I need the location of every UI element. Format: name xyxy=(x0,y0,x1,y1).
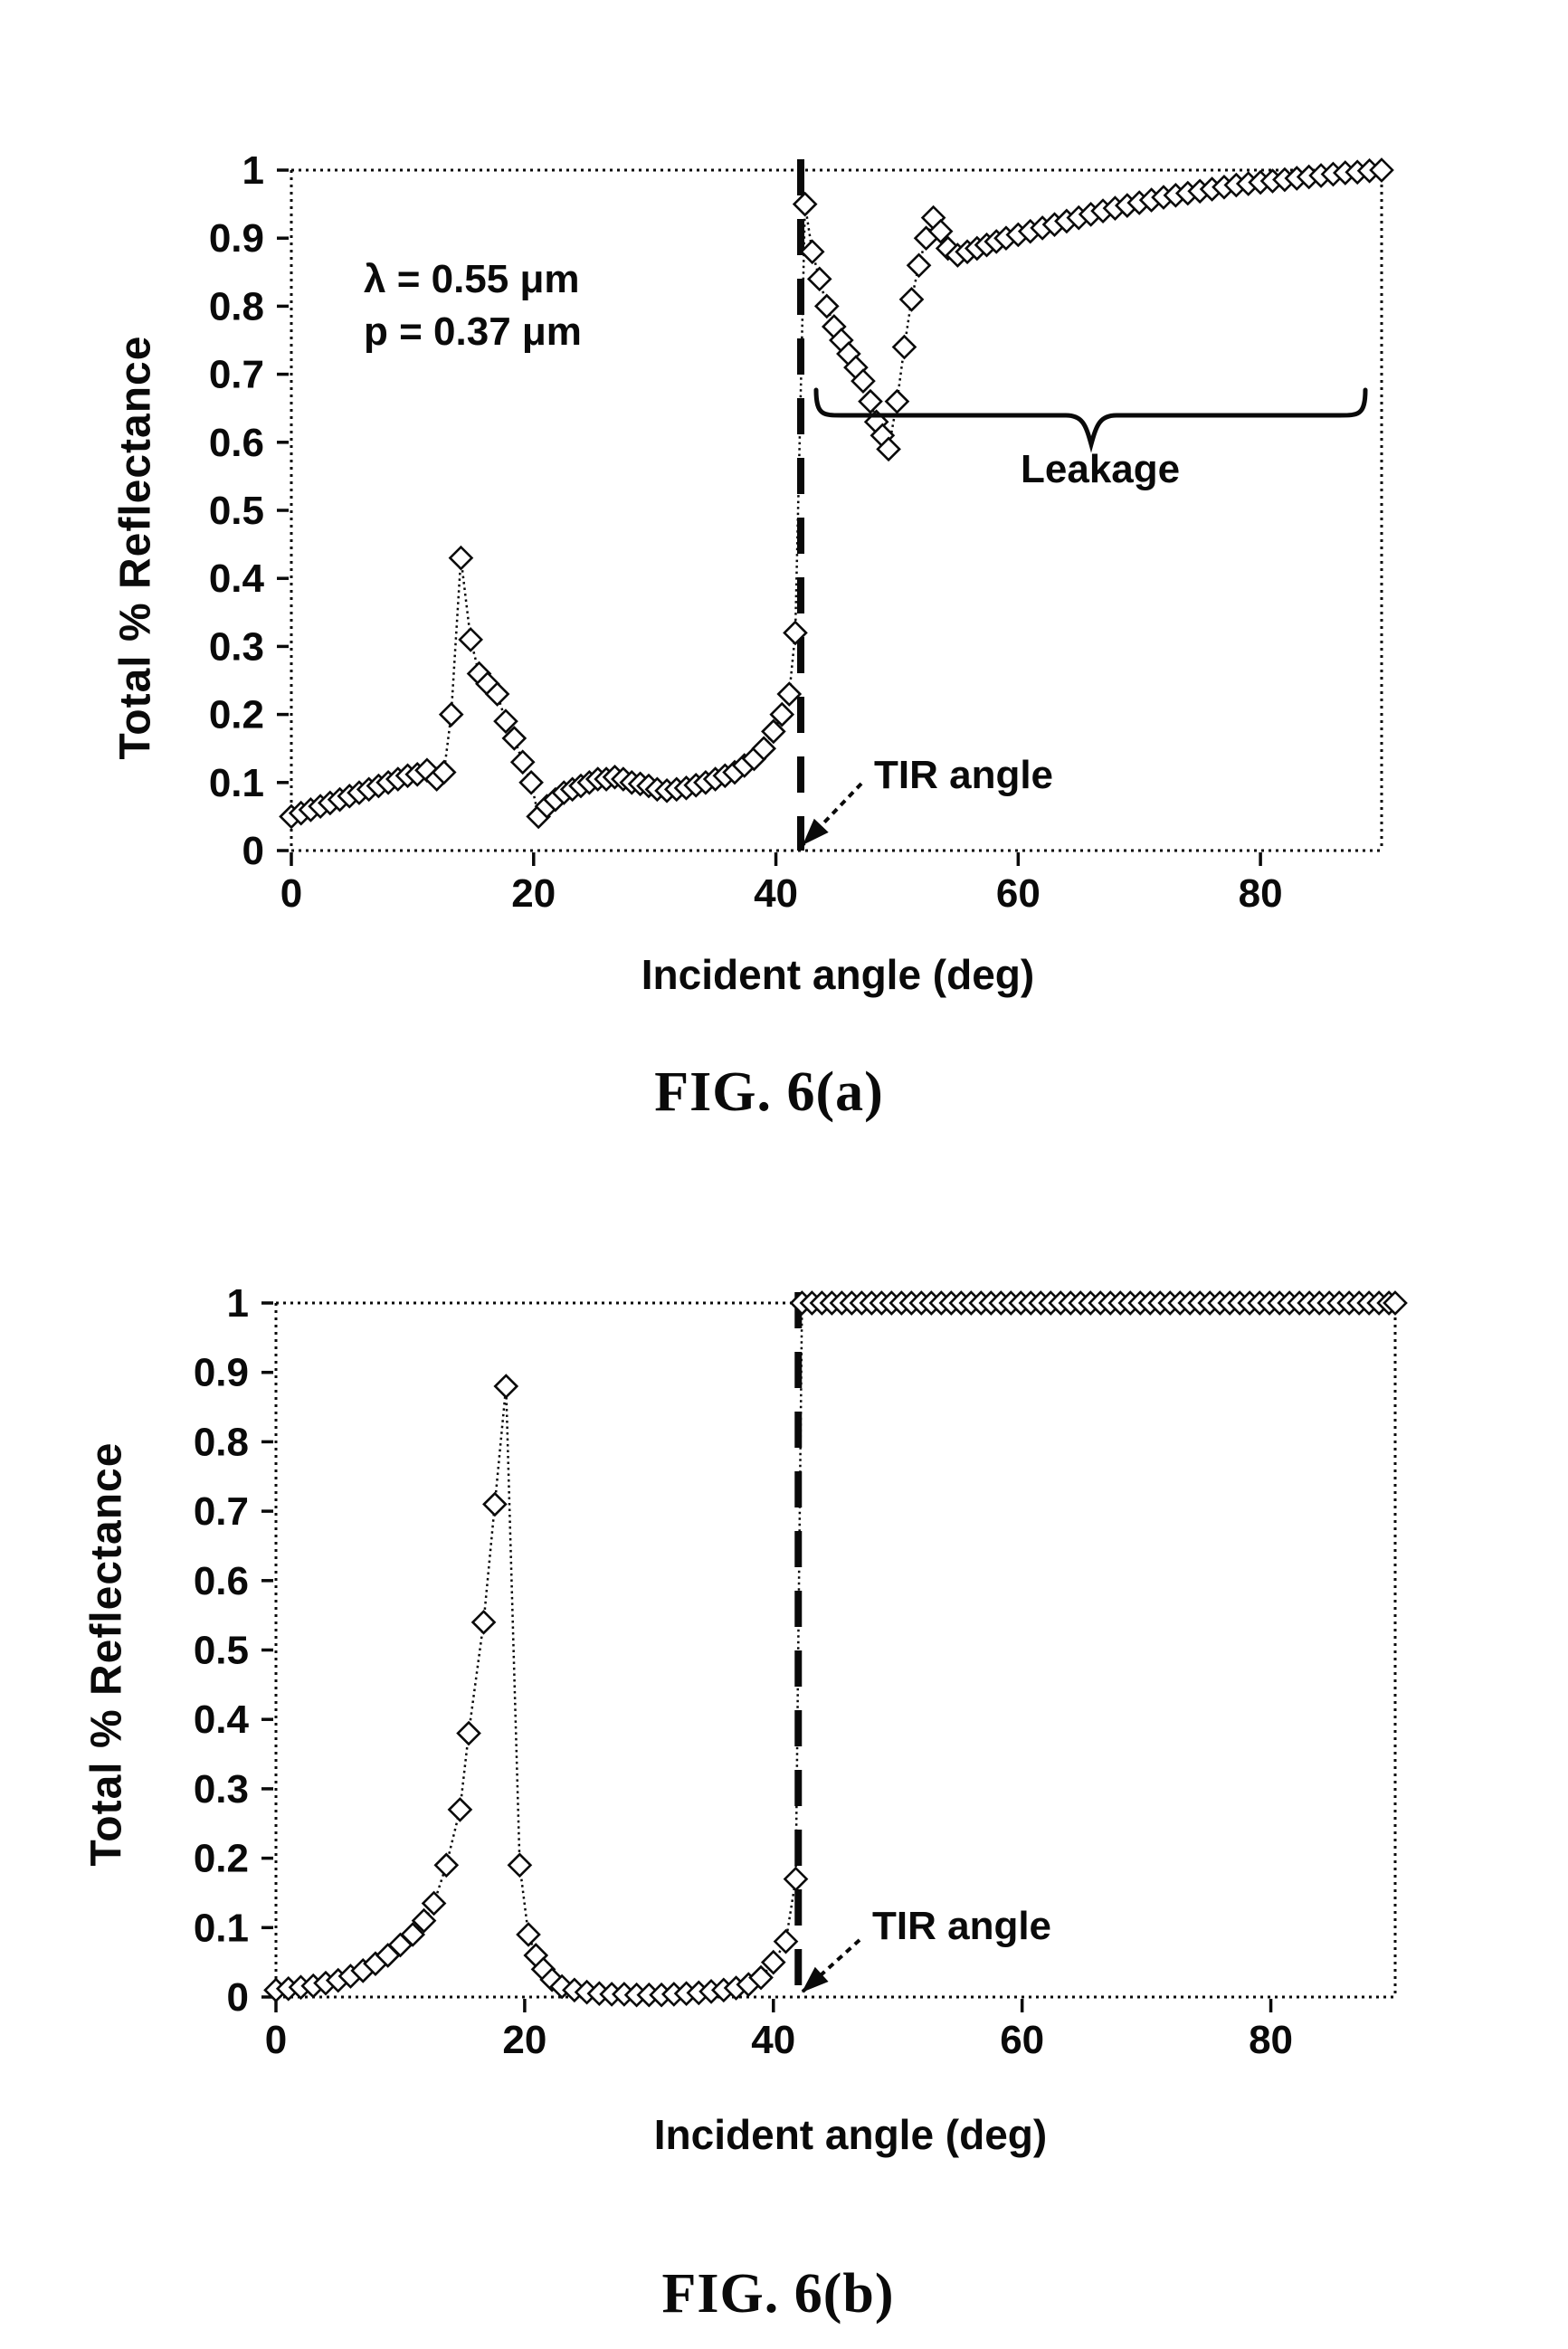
chart-6a: 0 0.1 0.2 0.3 0.4 0.5 0.6 0.7 0.8 0.9 1 0 20 40 60 80 xyxy=(209,148,1394,916)
svg-text:80: 80 xyxy=(1239,871,1283,916)
svg-text:0.9: 0.9 xyxy=(194,1351,249,1395)
fig6b-caption: FIG. 6(b) xyxy=(661,2263,895,2325)
svg-text:60: 60 xyxy=(1000,2018,1044,2062)
plot-frame xyxy=(274,1301,1397,1999)
reflectance-markers xyxy=(263,1290,1408,2008)
svg-text:40: 40 xyxy=(751,2018,795,2062)
fig6b-tir-angle-label: TIR angle xyxy=(872,1904,1052,1948)
svg-text:0.1: 0.1 xyxy=(194,1906,249,1950)
svg-text:40: 40 xyxy=(754,871,798,916)
svg-text:0.5: 0.5 xyxy=(194,1629,249,1673)
reflectance-line xyxy=(275,1301,1395,1996)
svg-text:20: 20 xyxy=(511,871,556,916)
svg-text:1: 1 xyxy=(227,1281,249,1326)
tir-arrow-head xyxy=(803,818,829,845)
reflectance-markers xyxy=(279,157,1394,830)
fig6a-caption: FIG. 6(a) xyxy=(654,1061,884,1123)
svg-text:0.5: 0.5 xyxy=(209,489,264,533)
fig6a-lambda-annotation: λ = 0.55 μm xyxy=(364,257,580,301)
fig6b-x-axis-title: Incident angle (deg) xyxy=(653,2111,1048,2158)
svg-text:80: 80 xyxy=(1249,2018,1293,2062)
svg-text:0.3: 0.3 xyxy=(209,624,264,669)
svg-text:0: 0 xyxy=(265,2018,287,2062)
svg-text:0.6: 0.6 xyxy=(209,421,264,465)
svg-text:0.7: 0.7 xyxy=(194,1489,249,1534)
svg-text:0.9: 0.9 xyxy=(209,216,264,261)
fig6a-leakage-label: Leakage xyxy=(1021,447,1181,491)
leakage-brace xyxy=(813,387,1368,453)
fig6a-x-axis-title: Incident angle (deg) xyxy=(641,951,1035,998)
svg-text:0.1: 0.1 xyxy=(209,761,264,805)
fig6a-y-axis-title: Total % Reflectance xyxy=(111,335,160,760)
axis-ticks xyxy=(261,1301,1273,2012)
fig6b-y-axis-title: Total % Reflectance xyxy=(82,1441,131,1867)
svg-text:0.4: 0.4 xyxy=(209,556,265,601)
svg-text:0.2: 0.2 xyxy=(209,693,264,737)
plot-frame xyxy=(290,168,1383,852)
svg-text:0.8: 0.8 xyxy=(209,284,264,328)
svg-text:0.8: 0.8 xyxy=(194,1420,249,1464)
svg-text:1: 1 xyxy=(242,148,264,193)
svg-text:0.4: 0.4 xyxy=(194,1698,250,1742)
tick-labels: 0 0.1 0.2 0.3 0.4 0.5 0.6 0.7 0.8 0.9 1 0 20 40 60 80 xyxy=(194,1281,1293,2062)
tir-arrow-head xyxy=(802,1966,829,1992)
svg-text:0: 0 xyxy=(280,871,302,916)
axis-ticks xyxy=(277,168,1262,866)
svg-text:0.2: 0.2 xyxy=(194,1837,249,1881)
svg-text:0.7: 0.7 xyxy=(209,353,264,397)
svg-text:0.6: 0.6 xyxy=(194,1559,249,1603)
svg-text:0: 0 xyxy=(227,1975,249,2020)
chart-6b: 0 0.1 0.2 0.3 0.4 0.5 0.6 0.7 0.8 0.9 1 0 20 40 60 80 xyxy=(194,1281,1408,2062)
svg-text:20: 20 xyxy=(502,2018,546,2062)
svg-text:0.3: 0.3 xyxy=(194,1767,249,1812)
tick-labels: 0 0.1 0.2 0.3 0.4 0.5 0.6 0.7 0.8 0.9 1 0 20 40 60 80 xyxy=(209,148,1283,916)
fig6a-pitch-annotation: p = 0.37 μm xyxy=(364,309,582,354)
svg-text:0: 0 xyxy=(242,829,264,873)
fig6a-tir-angle-label: TIR angle xyxy=(874,753,1054,797)
svg-text:60: 60 xyxy=(996,871,1041,916)
